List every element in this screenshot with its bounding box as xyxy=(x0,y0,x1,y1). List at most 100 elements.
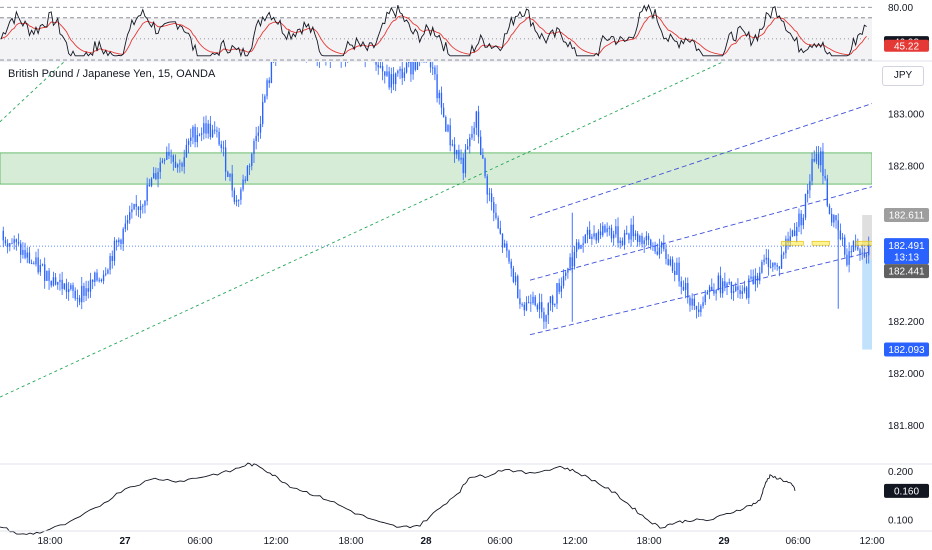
candle-body xyxy=(78,297,81,303)
target-price-badge-group: 182.093 xyxy=(884,342,929,357)
candle-body xyxy=(2,230,4,241)
rsi-ma-value-badge-bg xyxy=(884,39,929,52)
candle-body xyxy=(377,64,379,68)
oscillator-tick-label: 0.200 xyxy=(888,467,913,478)
candle-body xyxy=(748,278,750,298)
candle-body xyxy=(514,276,517,282)
candle-body xyxy=(573,251,576,267)
x-tick-label: 27 xyxy=(119,536,131,547)
oscillator-pane xyxy=(0,462,932,535)
candle-body xyxy=(59,279,61,283)
candle-body xyxy=(187,140,190,145)
candle-body xyxy=(604,225,606,233)
candle-body xyxy=(868,244,870,256)
candle-body xyxy=(501,233,504,248)
candle-body xyxy=(449,125,451,146)
candle-body xyxy=(767,257,770,267)
candle-body xyxy=(639,235,641,243)
candle-body xyxy=(787,238,789,243)
candle-body xyxy=(558,283,560,292)
candle-body xyxy=(384,71,386,76)
candle-body xyxy=(608,227,610,229)
entry-price-badge-bg xyxy=(884,264,929,279)
candle-body xyxy=(113,240,116,262)
candle-body xyxy=(643,240,645,244)
candle-body xyxy=(739,289,741,295)
candle-body xyxy=(684,282,687,290)
candle-body xyxy=(170,155,172,157)
candle-body xyxy=(26,252,28,258)
candle-body xyxy=(205,123,207,134)
candle-body xyxy=(248,165,251,167)
candle-body xyxy=(381,66,384,72)
candle-body xyxy=(13,239,15,244)
candle-body xyxy=(135,203,137,207)
candle-body xyxy=(37,257,39,273)
candle-body xyxy=(179,163,181,165)
candle-body xyxy=(706,291,709,295)
marker-box-2 xyxy=(855,240,872,246)
candle-body xyxy=(804,193,807,218)
candle-body xyxy=(105,273,107,275)
candle-body xyxy=(442,107,445,118)
candle-body xyxy=(525,302,528,311)
candle-body xyxy=(728,282,730,284)
candle-body xyxy=(211,129,214,138)
candle-body xyxy=(569,257,571,269)
candle-body xyxy=(142,205,144,207)
candle-body xyxy=(508,250,510,262)
candle-body xyxy=(715,290,717,294)
candle-body xyxy=(517,276,519,299)
candle-body xyxy=(636,233,639,243)
currency-button[interactable]: JPY xyxy=(882,66,924,86)
candle-body xyxy=(405,62,408,73)
candle-body xyxy=(726,283,728,287)
candle-body xyxy=(769,266,772,268)
x-tick-label: 06:00 xyxy=(187,536,212,547)
take-profit-zone xyxy=(862,259,872,350)
candle-body xyxy=(462,157,464,174)
x-tick-label: 06:00 xyxy=(785,536,810,547)
candle-body xyxy=(660,242,663,248)
candle-body xyxy=(595,233,597,241)
candle-body xyxy=(512,268,515,282)
candle-body xyxy=(198,134,201,136)
candle-body xyxy=(536,305,539,310)
candle-body xyxy=(567,268,569,273)
candle-body xyxy=(57,282,59,285)
candle-body xyxy=(822,151,824,176)
candle-body xyxy=(820,151,822,166)
candle-body xyxy=(756,275,759,281)
candle-body xyxy=(447,125,449,132)
candle-body xyxy=(626,232,628,234)
candle-body xyxy=(606,228,608,233)
candle-body xyxy=(399,68,401,71)
candle-body xyxy=(392,74,395,85)
candle-body xyxy=(91,279,94,282)
candle-body xyxy=(133,203,135,210)
candle-body xyxy=(780,254,783,269)
candle-body xyxy=(240,189,242,200)
candle-body xyxy=(438,92,440,99)
candle-body xyxy=(469,137,471,147)
candle-body xyxy=(458,149,460,160)
candle-body xyxy=(617,226,619,244)
candle-body xyxy=(743,287,746,292)
candle-body xyxy=(796,226,798,236)
candle-body xyxy=(257,132,260,136)
candle-body xyxy=(691,298,693,306)
candle-body xyxy=(94,272,96,282)
candle-body xyxy=(682,286,685,290)
candle-body xyxy=(730,282,733,294)
candle-body xyxy=(50,280,52,286)
stop-price-badge: 182.611 xyxy=(889,210,925,221)
candle-body xyxy=(807,190,809,194)
y-tick-label: 182.000 xyxy=(888,369,925,380)
candle-body xyxy=(556,283,558,304)
candle-body xyxy=(33,263,35,265)
candle-body xyxy=(61,279,63,289)
candle-body xyxy=(482,154,484,159)
candle-body xyxy=(698,309,700,313)
candle-body xyxy=(414,62,416,70)
